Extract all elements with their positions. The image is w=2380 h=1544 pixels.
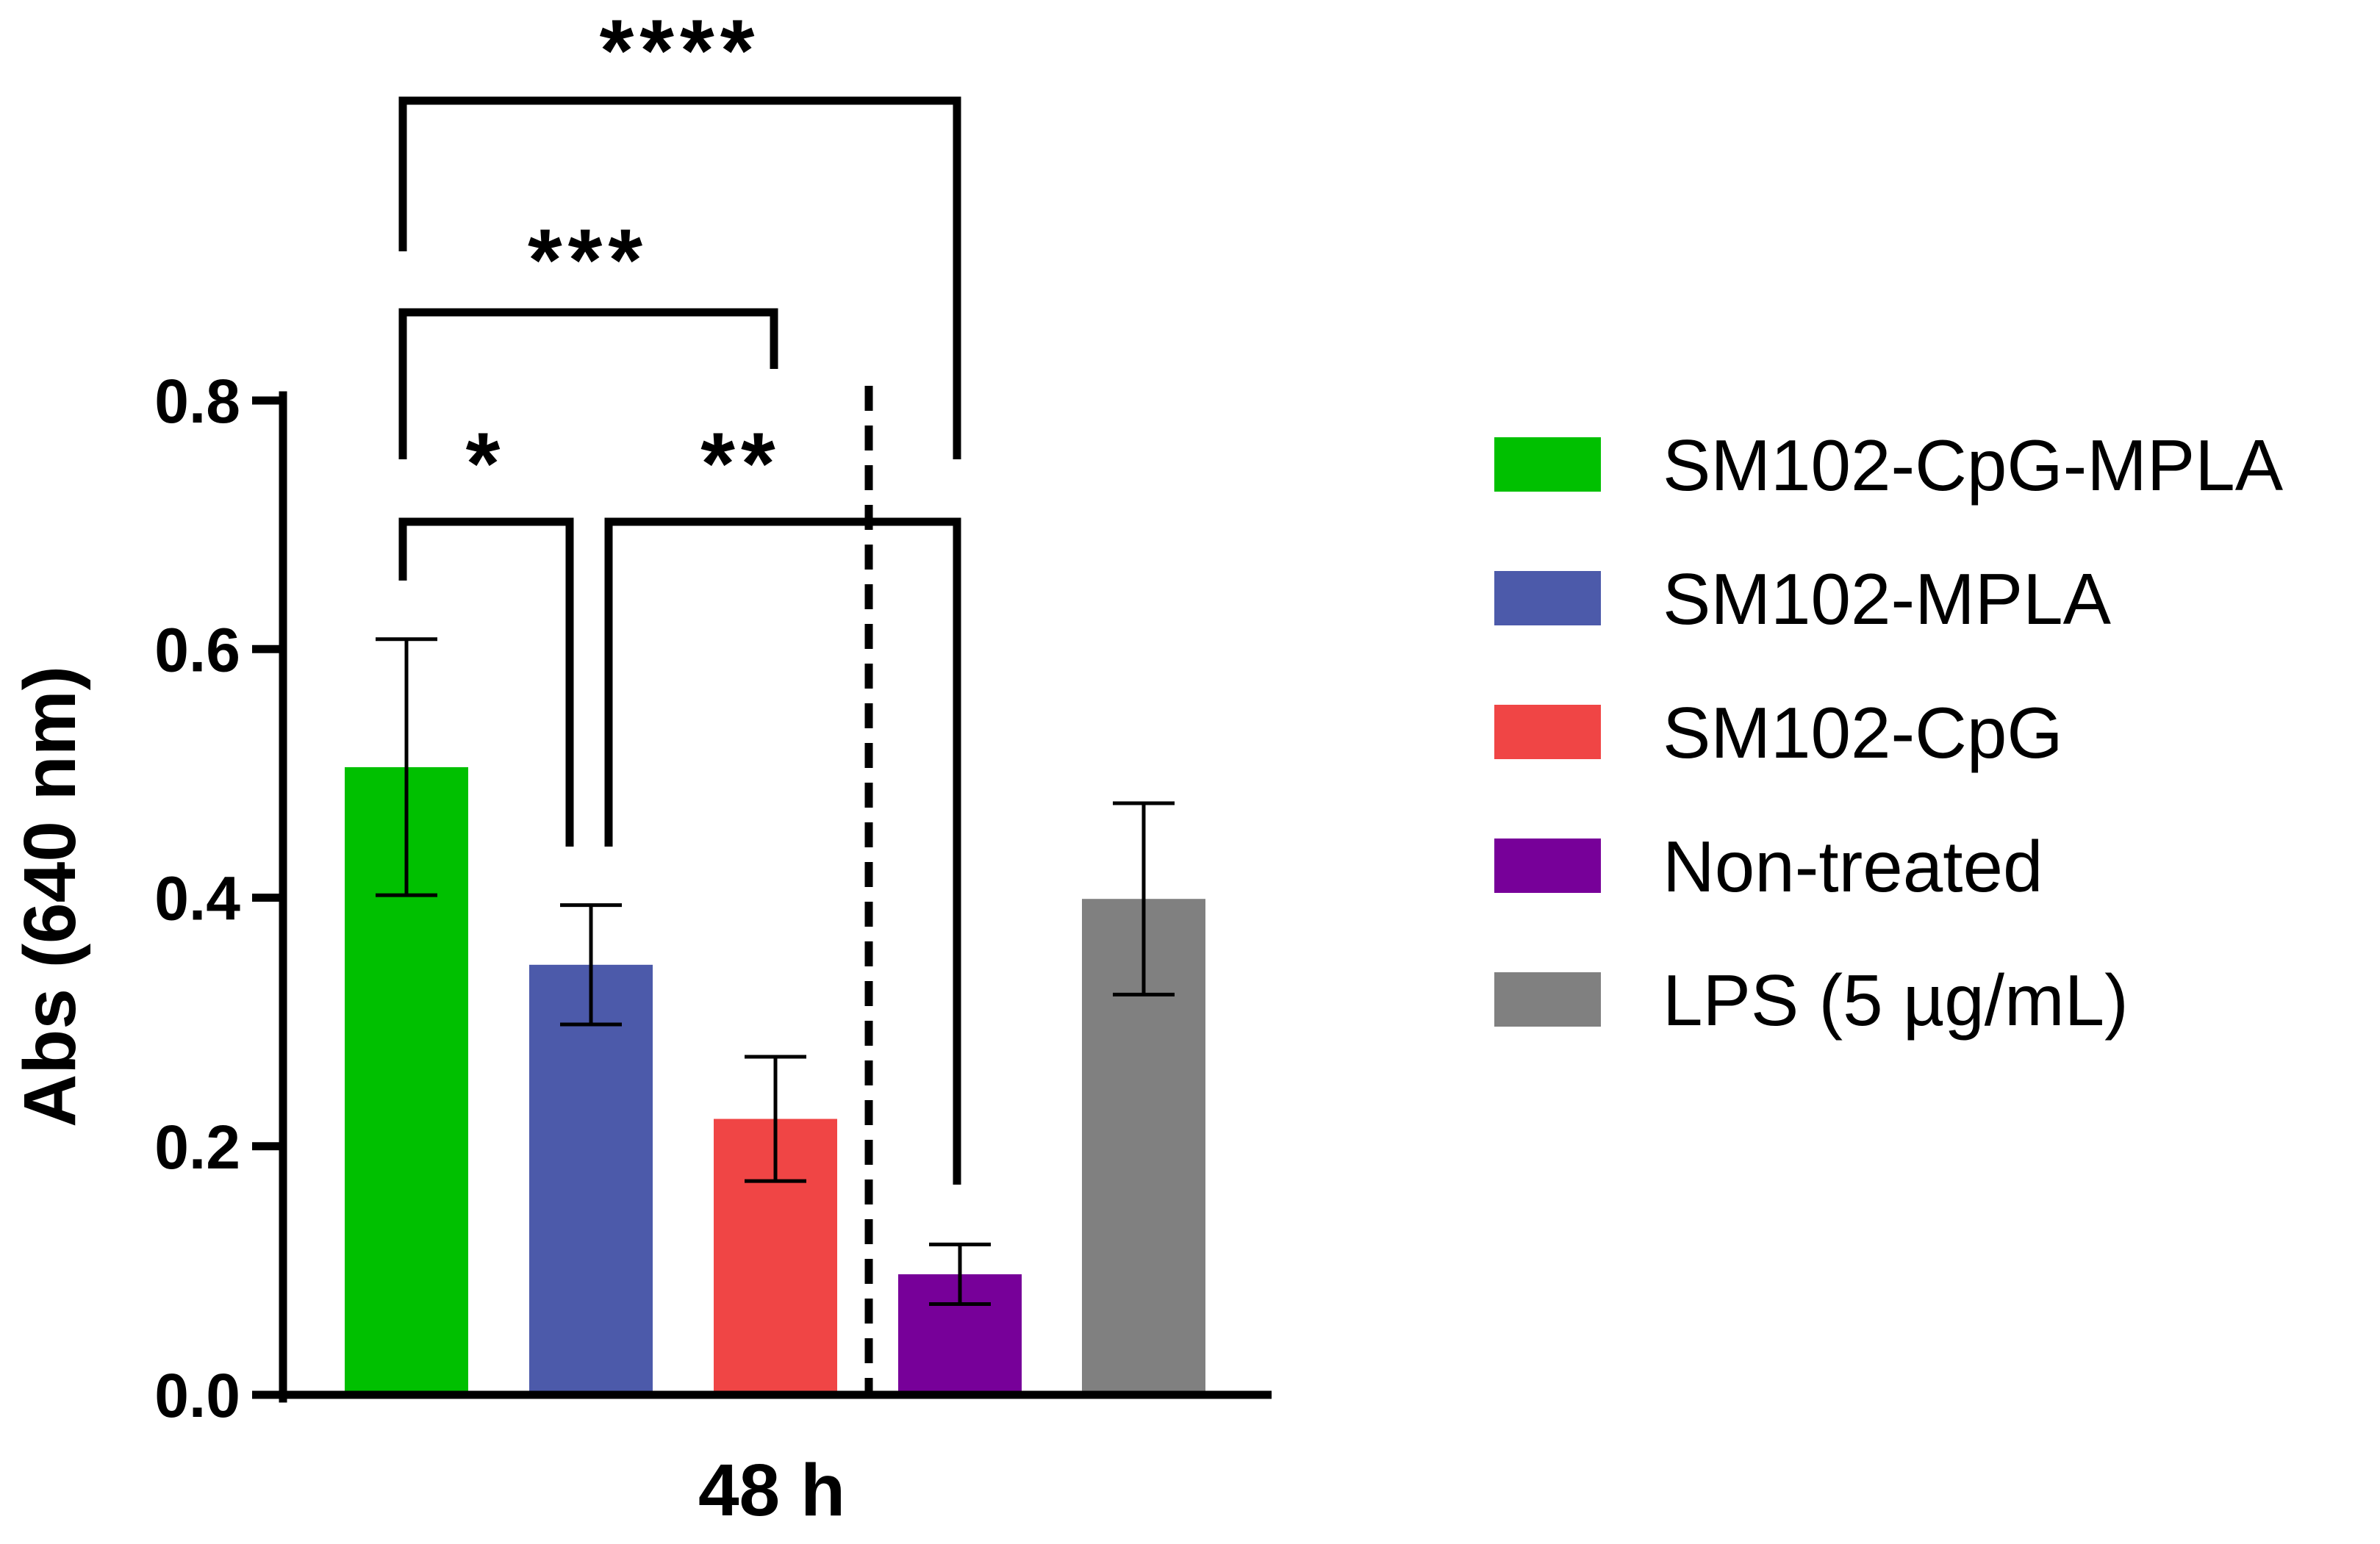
bar <box>529 964 653 1395</box>
legend-label: LPS (5 µg/mL) <box>1663 960 2129 1041</box>
axes: 0.0 0.2 0.4 0.6 0.8 Abs (640 nm) 48 h <box>9 367 1272 1532</box>
legend-swatch <box>1494 839 1601 893</box>
legend-swatch <box>1494 571 1601 625</box>
y-tick-label: 0.8 <box>154 367 240 436</box>
legend-label: SM102-CpG <box>1663 692 2063 773</box>
y-tick-label: 0.0 <box>154 1361 240 1430</box>
legend-label: SM102-MPLA <box>1663 559 2112 639</box>
significance-label: **** <box>600 1 761 100</box>
y-tick-label: 0.6 <box>154 615 240 684</box>
y-axis-title: Abs (640 nm) <box>9 666 91 1127</box>
significance-bracket <box>398 308 778 459</box>
x-axis-title: 48 h <box>698 1449 845 1532</box>
legend-swatch <box>1494 972 1601 1027</box>
significance-annotations: * ********* <box>398 1 961 1185</box>
legend-label: SM102-CpG-MPLA <box>1663 425 2284 506</box>
significance-label: ** <box>700 414 781 513</box>
significance-label: * <box>466 414 506 513</box>
significance-label: *** <box>528 211 648 309</box>
legend-swatch <box>1494 437 1601 492</box>
legend: SM102-CpG-MPLA SM102-MPLA SM102-CpG Non-tre… <box>1494 425 2284 1041</box>
plot-area <box>345 386 1205 1395</box>
significance-bracket <box>398 517 574 847</box>
y-tick-label: 0.4 <box>154 864 240 933</box>
significance-bracket <box>398 96 961 459</box>
significance-bracket <box>604 517 961 1185</box>
y-tick-label: 0.2 <box>154 1113 240 1182</box>
legend-label: Non-treated <box>1663 826 2043 907</box>
legend-swatch <box>1494 705 1601 759</box>
